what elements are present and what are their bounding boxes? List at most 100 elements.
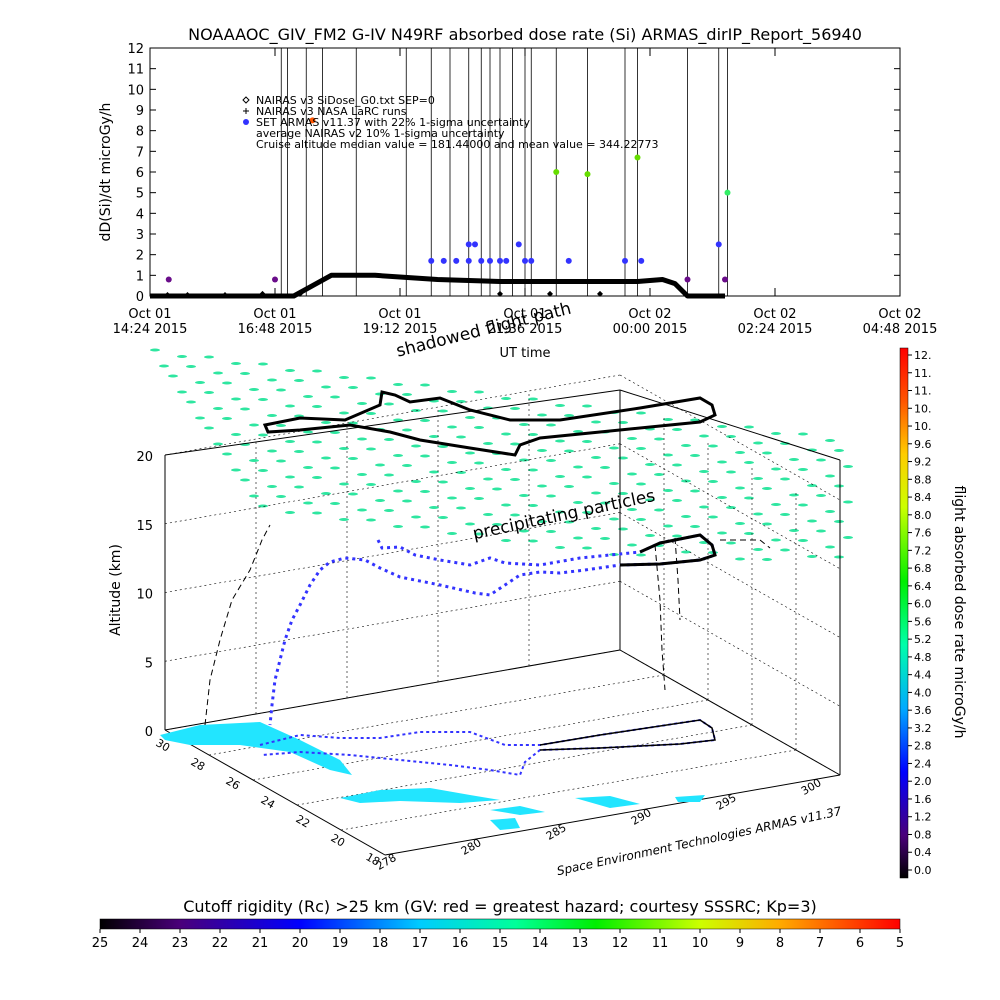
precip-dash: [267, 414, 277, 417]
armas-point: [724, 189, 731, 196]
precip-dash: [816, 458, 826, 462]
colorbar-bottom-tick-label: 11: [652, 936, 669, 951]
precip-dash: [321, 421, 331, 424]
precip-dash: [690, 454, 700, 457]
precip-dash: [456, 471, 466, 474]
precip-dash: [825, 474, 835, 478]
precip-dash: [663, 453, 673, 457]
precip-dash: [843, 500, 853, 504]
armas-point: [309, 117, 316, 124]
precip-dash: [420, 419, 430, 422]
precip-dash: [249, 494, 259, 498]
x-tick-label-date: Oct 01: [253, 307, 296, 322]
precip-dash: [753, 512, 763, 516]
colorbar-bottom-tick-label: 20: [292, 936, 309, 951]
precip-dash: [384, 473, 394, 477]
precip-dash: [609, 446, 619, 450]
altitude-gridline-right: [619, 374, 841, 501]
y-tick-label: 10: [127, 83, 144, 98]
precip-dash: [213, 371, 223, 375]
precip-dash: [537, 484, 547, 488]
precip-dash: [627, 472, 637, 476]
precip-dash: [402, 464, 412, 467]
armas-point: [515, 241, 522, 248]
precip-dash: [402, 428, 412, 432]
colorbar-right-tick-label: 4.8: [914, 651, 932, 664]
precip-dash: [573, 501, 583, 504]
precip-dash: [699, 470, 709, 473]
precip-dash: [393, 454, 403, 457]
precip-dash: [501, 468, 511, 471]
precip-dash: [744, 461, 754, 464]
precip-dash: [186, 400, 196, 404]
precip-dash: [258, 504, 268, 508]
precip-dash: [483, 442, 493, 445]
precip-dash: [312, 511, 322, 515]
precip-dash: [807, 484, 817, 487]
precip-dash: [186, 365, 196, 368]
precip-dash: [654, 473, 664, 476]
precip-dash: [303, 395, 313, 398]
y-tick-label: 3: [136, 228, 144, 243]
colorbar-bottom-tick-label: 5: [896, 936, 904, 951]
precip-dash: [447, 532, 457, 535]
armas-points: [164, 117, 731, 298]
precip-dash: [636, 518, 646, 521]
precip-dash: [348, 492, 358, 496]
precip-dash: [483, 513, 493, 516]
colorbar-right-tick-label: 7.6: [914, 527, 932, 540]
precip-dash: [591, 527, 601, 530]
precip-dash: [420, 525, 430, 529]
precip-dash: [663, 418, 673, 421]
precip-dash: [456, 400, 466, 403]
precip-dash: [636, 482, 646, 486]
precip-dash: [816, 494, 826, 497]
precipitating-particle-grid: [150, 348, 853, 561]
colorbar-right-tick-label: 2.4: [914, 757, 932, 770]
precip-dash: [303, 430, 313, 434]
armas-point: [440, 257, 447, 264]
colorbar-right-tick-label: 0.4: [914, 846, 932, 859]
precip-dash: [303, 501, 313, 505]
colorbar-bottom-tick-label: 9: [736, 936, 744, 951]
latitude-tick-label: 22: [294, 812, 313, 830]
precip-dash: [564, 414, 574, 417]
colorbar-right-tick-label: 8.4: [914, 491, 932, 504]
altitude-gridline-left: [164, 649, 621, 731]
precip-dash: [843, 536, 853, 539]
precip-dash: [528, 539, 538, 543]
figure-title: NOAAAOC_GIV_FM2 G-IV N49RF absorbed dose…: [188, 25, 862, 45]
cruise-dose-curve: [150, 272, 725, 299]
altitude-gridline-left: [164, 580, 621, 662]
precip-dash: [744, 496, 754, 500]
precip-dash: [816, 529, 826, 533]
precip-dash: [492, 487, 502, 491]
altitude-gridline-left: [164, 443, 621, 525]
colorbar-right-tick-label: 6.4: [914, 580, 932, 593]
colorbar-bottom-label: Cutoff rigidity (Rc) >25 km (GV: red = g…: [183, 897, 817, 916]
ground-track-black: [539, 719, 716, 751]
precip-dash: [735, 451, 745, 454]
precip-dash: [249, 423, 259, 427]
precip-dash: [402, 499, 412, 503]
precip-dash: [249, 459, 259, 462]
nairas-diamond: [259, 290, 266, 297]
precip-dash: [591, 456, 601, 459]
precip-dash: [330, 395, 340, 399]
precip-dash: [762, 451, 772, 455]
precip-dash: [564, 520, 574, 524]
precip-dash: [204, 391, 214, 394]
precip-dash: [717, 460, 727, 464]
precip-dash: [492, 523, 502, 526]
precip-dash: [501, 397, 511, 400]
precip-dash: [546, 494, 556, 498]
precip-dash: [627, 508, 637, 511]
armas-point: [465, 241, 472, 248]
precip-dash: [447, 390, 457, 393]
precip-dash: [276, 459, 286, 463]
colorbar-bottom-tick-label: 25: [92, 936, 109, 951]
x-tick-label-date: Oct 01: [128, 307, 171, 322]
precip-dash: [735, 522, 745, 525]
precip-dash: [753, 441, 763, 445]
